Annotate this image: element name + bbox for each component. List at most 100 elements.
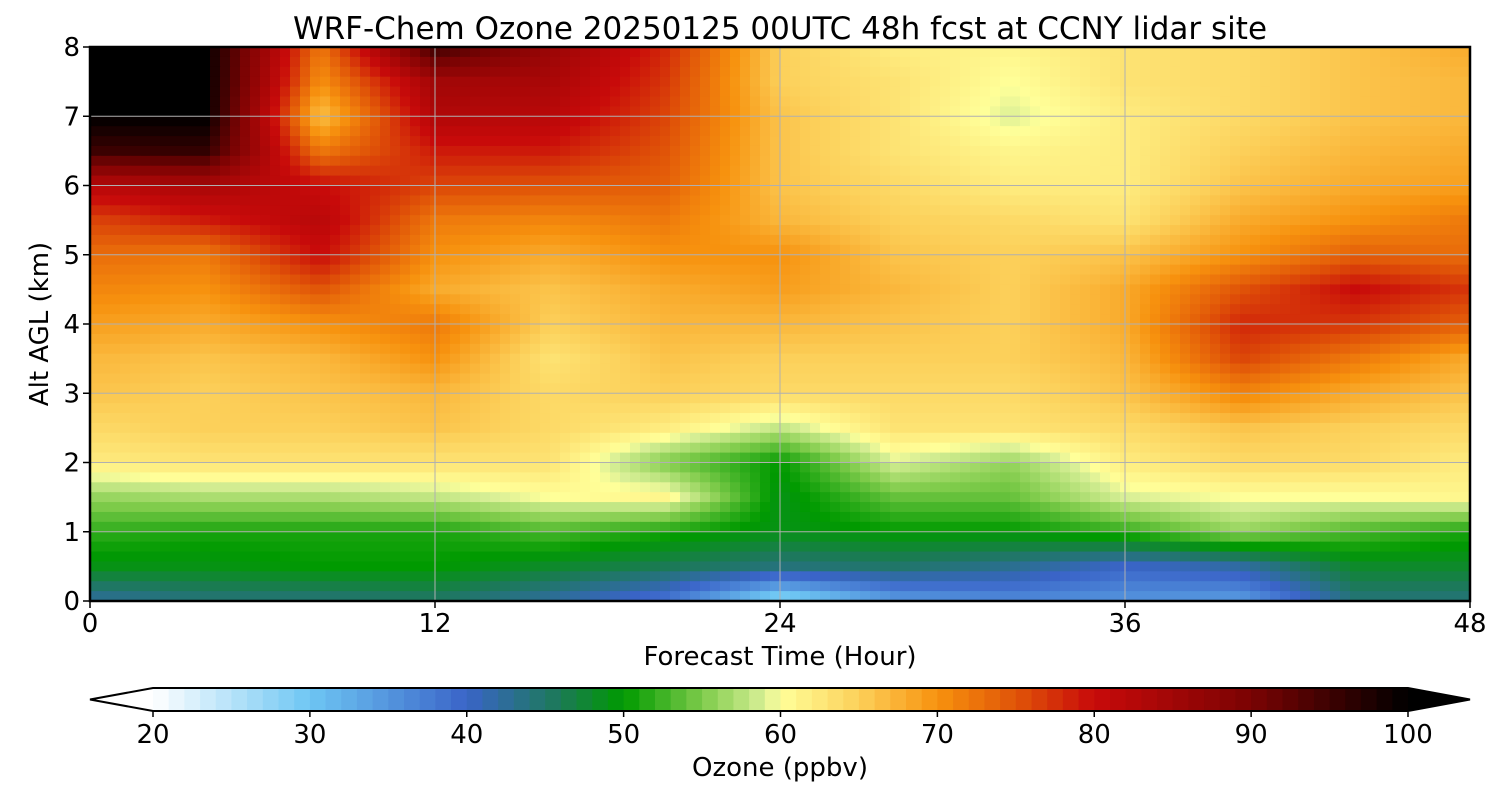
field-cell — [130, 333, 141, 345]
field-cell — [1460, 126, 1471, 137]
field-cell — [530, 234, 541, 246]
field-cell — [540, 274, 551, 286]
field-cell — [630, 383, 641, 394]
field-cell — [970, 343, 981, 355]
field-cell — [820, 254, 831, 266]
field-cell — [190, 205, 201, 216]
field-cell — [320, 343, 331, 355]
field-cell — [980, 353, 991, 365]
field-cell — [1410, 195, 1421, 206]
field-cell — [1310, 106, 1321, 117]
field-cell — [1360, 353, 1371, 365]
field-cell — [980, 106, 991, 117]
field-cell — [360, 136, 371, 147]
field-cell — [1380, 363, 1391, 375]
field-cell — [570, 136, 581, 147]
field-cell — [290, 76, 301, 88]
field-cell — [1090, 205, 1101, 216]
field-cell — [320, 264, 331, 276]
field-cell — [730, 165, 741, 177]
field-cell — [170, 244, 181, 256]
field-cell — [460, 383, 471, 394]
field-cell — [1200, 254, 1211, 266]
field-cell — [680, 244, 691, 256]
field-cell — [440, 393, 451, 404]
field-cell — [600, 175, 611, 187]
field-cell — [400, 343, 411, 355]
field-cell — [1060, 225, 1071, 236]
field-cell — [1190, 383, 1201, 394]
field-cell — [1070, 284, 1081, 295]
field-cell — [300, 47, 311, 58]
field-cell — [870, 264, 881, 276]
field-cell — [270, 314, 281, 325]
field-cell — [790, 284, 801, 295]
field-cell — [1050, 136, 1061, 147]
field-cell — [730, 116, 741, 127]
field-cell — [1320, 294, 1331, 305]
field-cell — [1290, 205, 1301, 216]
field-cell — [720, 225, 731, 236]
field-cell — [450, 333, 461, 345]
field-cell — [1440, 136, 1451, 147]
field-cell — [220, 244, 231, 256]
field-cell — [210, 47, 221, 58]
field-cell — [1210, 66, 1221, 78]
field-cell — [170, 234, 181, 246]
field-cell — [170, 274, 181, 286]
field-cell — [1370, 185, 1381, 196]
field-cell — [650, 136, 661, 147]
field-cell — [1280, 165, 1291, 177]
field-cell — [170, 403, 181, 414]
field-cell — [710, 353, 721, 365]
field-cell — [230, 66, 241, 78]
field-cell — [450, 353, 461, 365]
field-cell — [1070, 234, 1081, 246]
field-cell — [350, 47, 361, 58]
field-cell — [720, 363, 731, 375]
field-cell — [1100, 215, 1111, 226]
field-cell — [650, 373, 661, 384]
field-cell — [310, 284, 321, 295]
field-cell — [770, 155, 781, 167]
field-cell — [720, 333, 731, 345]
field-cell — [1450, 175, 1461, 187]
field-cell — [340, 175, 351, 187]
field-cell — [900, 234, 911, 246]
field-cell — [1280, 66, 1291, 78]
field-cell — [890, 56, 901, 68]
field-cell — [820, 155, 831, 167]
field-cell — [730, 393, 741, 404]
field-cell — [550, 264, 561, 276]
field-cell — [680, 195, 691, 206]
field-cell — [1440, 126, 1451, 137]
field-cell — [1460, 155, 1471, 167]
field-cell — [960, 185, 971, 196]
field-cell — [1010, 76, 1021, 88]
field-cell — [950, 185, 961, 196]
field-cell — [1170, 363, 1181, 375]
field-cell — [690, 383, 701, 394]
field-cell — [1210, 373, 1221, 384]
field-cell — [670, 165, 681, 177]
field-cell — [190, 155, 201, 167]
field-cell — [1010, 47, 1021, 58]
field-cell — [150, 126, 161, 137]
field-cell — [1430, 324, 1441, 335]
field-cell — [860, 383, 871, 394]
field-cell — [280, 175, 291, 187]
field-cell — [1180, 343, 1191, 355]
field-cell — [200, 363, 211, 375]
field-cell — [380, 56, 391, 68]
field-cell — [630, 116, 641, 127]
field-cell — [1130, 195, 1141, 206]
field-cell — [580, 363, 591, 375]
field-cell — [550, 106, 561, 117]
field-cell — [540, 304, 551, 315]
field-cell — [780, 86, 791, 98]
field-cell — [240, 47, 251, 58]
field-cell — [500, 304, 511, 315]
field-cell — [180, 225, 191, 236]
field-cell — [320, 185, 331, 196]
field-cell — [730, 205, 741, 216]
